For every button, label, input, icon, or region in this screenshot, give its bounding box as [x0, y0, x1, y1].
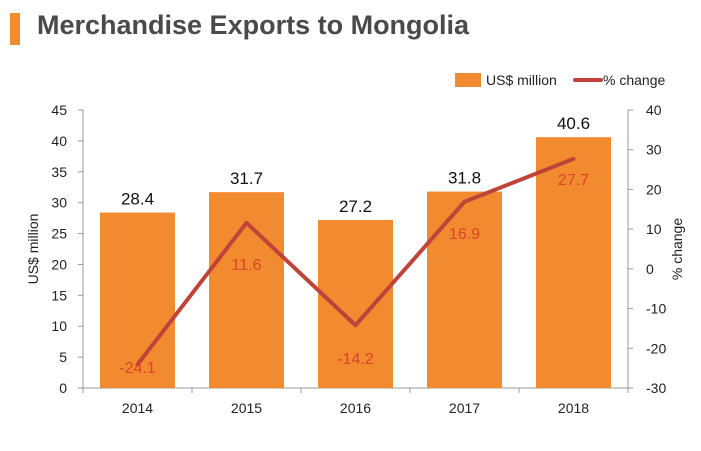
x-tick-label: 2018	[558, 400, 589, 416]
y-left-tick-label: 30	[51, 195, 67, 211]
x-tick-label: 2017	[449, 400, 480, 416]
line-value-label: 16.9	[449, 226, 480, 243]
title-accent-bar	[10, 13, 20, 45]
y-left-tick-label: 5	[59, 349, 67, 365]
y-right-tick-label: 20	[646, 181, 662, 197]
line-value-label: 27.7	[558, 172, 589, 189]
y-left-tick-label: 20	[51, 256, 67, 272]
y-left-tick-label: 0	[59, 380, 67, 396]
bar	[100, 212, 175, 388]
y-left-tick-label: 35	[51, 164, 67, 180]
legend-bar-swatch	[455, 73, 481, 87]
y-right-tick-label: -10	[646, 301, 666, 317]
y-right-tick-label: 0	[646, 261, 654, 277]
x-tick-label: 2015	[231, 400, 262, 416]
legend-bar-label: US$ million	[486, 72, 557, 88]
y-axis-left-title: US$ million	[25, 214, 41, 285]
y-left-tick-label: 10	[51, 318, 67, 334]
bars	[100, 137, 611, 388]
bar	[427, 191, 502, 388]
bar-value-label: 31.8	[448, 169, 481, 188]
line-value-label: 11.6	[232, 257, 262, 274]
legend: US$ million % change	[455, 72, 665, 88]
data-labels: 28.4 31.7 27.2 31.8 40.6 -24.1 11.6 -14.2 16.9 27…	[119, 114, 590, 377]
bar-value-label: 27.2	[339, 197, 372, 216]
y-left-tick-label: 40	[51, 133, 67, 149]
legend-line-label: % change	[603, 72, 665, 88]
line-value-label: -24.1	[119, 360, 156, 377]
y-left-tick-label: 15	[51, 287, 67, 303]
x-tick-label: 2016	[340, 400, 371, 416]
y-right-tick-label: -30	[646, 380, 666, 396]
x-tick-label: 2014	[122, 400, 153, 416]
y-axis-right-title: % change	[669, 218, 685, 280]
axes: 0 5 10 15 20 25 30 35 40 45 -30 -20 -10 0 10 20 30 40 2014…	[25, 102, 685, 416]
line-series	[135, 156, 576, 367]
bar-value-label: 28.4	[121, 190, 154, 209]
y-right-tick-label: 10	[646, 221, 662, 237]
y-right-tick-label: 40	[646, 102, 662, 118]
y-right-tick-label: -20	[646, 340, 666, 356]
line-value-label: -14.2	[337, 351, 374, 368]
page-title: Merchandise Exports to Mongolia	[37, 10, 470, 40]
bar	[536, 137, 611, 388]
bar-value-label: 31.7	[230, 169, 263, 188]
y-right-tick-label: 30	[646, 142, 662, 158]
y-left-tick-label: 25	[51, 226, 67, 242]
bar-value-label: 40.6	[557, 114, 590, 133]
y-left-tick-label: 45	[51, 102, 67, 118]
